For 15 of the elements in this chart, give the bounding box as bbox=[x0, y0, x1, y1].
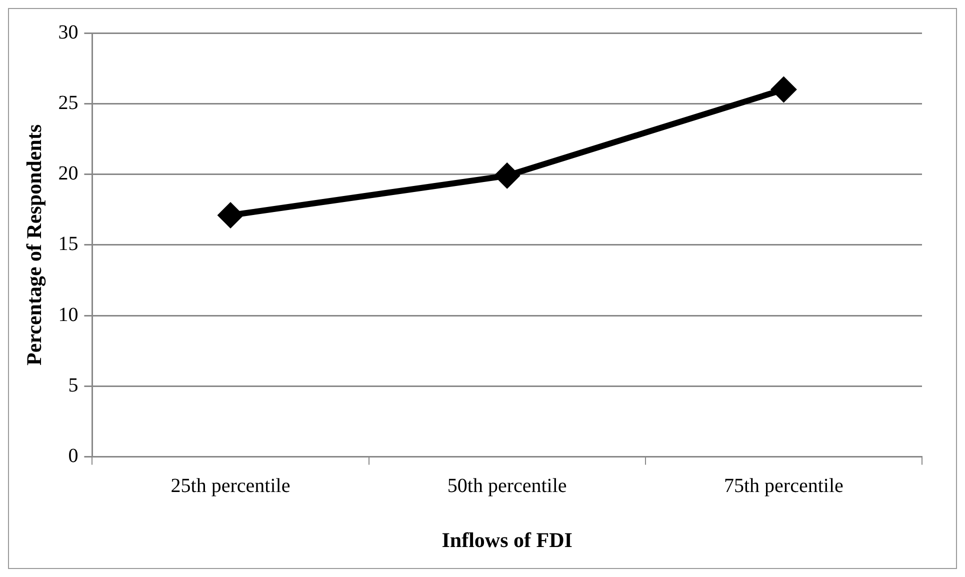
y-tick-label: 5 bbox=[68, 374, 78, 396]
y-tick-label: 15 bbox=[58, 233, 78, 256]
x-axis-title: Inflows of FDI bbox=[442, 528, 572, 552]
x-tick-label: 25th percentile bbox=[170, 475, 290, 498]
y-tick-label: 0 bbox=[68, 445, 78, 468]
x-tick-label: 50th percentile bbox=[447, 475, 567, 498]
point bbox=[772, 78, 796, 102]
x-tick-label: 75th percentile bbox=[724, 475, 844, 498]
point bbox=[495, 164, 520, 188]
point bbox=[218, 203, 242, 228]
y-axis-title: Percentage of Respondents bbox=[22, 124, 46, 366]
y-tick-label: 10 bbox=[58, 304, 78, 326]
y-tick-label: 25 bbox=[58, 92, 78, 114]
y-tick-label: 30 bbox=[58, 21, 78, 44]
y-tick-label: 20 bbox=[58, 162, 78, 185]
